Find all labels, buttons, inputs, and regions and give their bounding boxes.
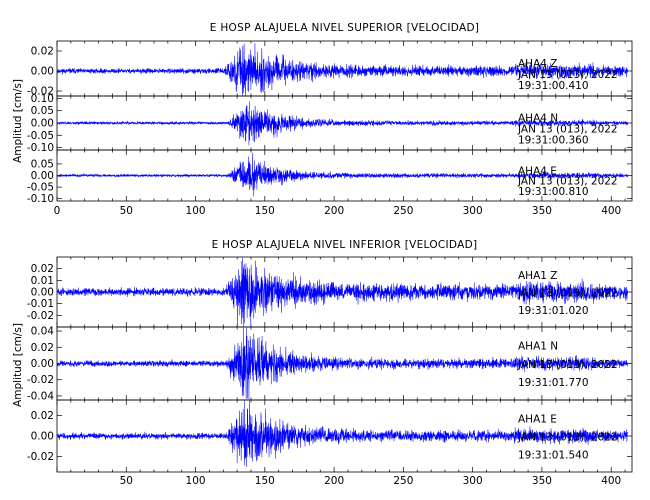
y-tick-label: -0.02 [27,451,54,463]
time-label: 19:31:00.810 [518,186,589,198]
y-tick-label: 0.05 [31,105,54,117]
y-tick-label: 0.02 [31,263,54,275]
station-component-label: AHA1 Z [518,270,557,282]
waveform-trace [57,43,628,96]
time-label: 19:31:01.020 [518,305,589,317]
y-tick-label: 0.00 [31,431,54,443]
chart-group-1: E HOSP ALAJUELA NIVEL SUPERIOR [VELOCIDA… [12,22,633,217]
y-axis-label: Amplitud [cm/s] [12,79,24,163]
y-tick-label: 0.04 [31,326,55,338]
station-component-label: AHA1 E [518,413,557,425]
panel-AHA1-N: 0.04 0.02 0.00 -0.02 -0.04 AHA1 N JAN 13 (013)… [27,326,633,402]
y-tick-label: 0.00 [31,358,54,370]
y-tick-label: -0.04 [27,390,54,402]
date-label: JAN 13 (013), 2022 [517,287,618,299]
station-component-label: AHA4 E [518,165,557,177]
y-tick-label: 0.00 [31,118,54,130]
y-tick-label: -0.02 [27,310,54,322]
x-tick-label: 250 [393,475,413,487]
waveform-trace [57,101,628,146]
waveform-trace [57,152,628,197]
x-tick-label: 300 [463,475,483,487]
date-label: JAN 13 (013), 2022 [517,176,618,188]
y-tick-label: 0.02 [31,46,54,58]
x-tick-label: 200 [324,205,344,217]
x-tick-label: 100 [186,475,206,487]
y-tick-label: -0.10 [27,142,54,154]
station-component-label: AHA4 Z [518,58,557,70]
chart-title: E HOSP ALAJUELA NIVEL INFERIOR [VELOCIDA… [212,239,478,251]
time-label: 19:31:00.410 [518,80,589,92]
y-tick-label: -0.10 [27,193,54,205]
date-label: JAN 13 (013), 2022 [517,431,618,443]
y-tick-label: 0.05 [31,158,54,170]
time-label: 19:31:00.360 [518,134,589,146]
y-tick-label: 0.00 [31,170,54,182]
x-tick-label: 350 [532,475,552,487]
date-label: JAN 13 (013), 2022 [517,359,618,371]
time-label: 19:31:01.770 [518,377,589,389]
x-tick-label: 50 [120,205,133,217]
y-tick-label: -0.05 [27,182,54,194]
y-axis-label: Amplitud [cm/s] [12,323,24,407]
y-tick-label: 0.02 [31,410,54,422]
x-tick-label: 400 [601,475,621,487]
station-component-label: AHA1 N [518,341,558,353]
x-tick-label: 150 [255,205,275,217]
x-tick-label: 350 [532,205,552,217]
x-tick-label: 250 [393,205,413,217]
y-tick-label: 0.10 [31,93,54,105]
waveform-trace [57,400,628,467]
chart-group-2: E HOSP ALAJUELA NIVEL INFERIOR [VELOCIDA… [12,239,633,487]
x-tick-label: 0 [54,205,61,217]
time-label: 19:31:01.540 [518,449,589,461]
y-tick-label: -0.02 [27,374,54,386]
station-component-label: AHA4 N [518,113,558,125]
x-tick-label: 300 [463,205,483,217]
y-tick-label: 0.02 [31,342,54,354]
date-label: JAN 13 (013), 2022 [517,69,618,81]
x-tick-label: 400 [601,205,621,217]
waveform-trace [57,327,628,400]
y-tick-label: -0.05 [27,130,54,142]
y-tick-label: -0.01 [27,298,54,310]
date-label: JAN 13 (013), 2022 [517,123,618,135]
y-tick-label: 0.00 [31,287,54,299]
x-tick-label: 200 [324,475,344,487]
x-tick-label: 50 [120,475,133,487]
panel-AHA1-Z: 0.020.010.00-0.01-0.02 AHA1 Z JAN 13 (013)… [27,256,633,328]
y-tick-label: 0.00 [31,66,54,78]
chart-title: E HOSP ALAJUELA NIVEL SUPERIOR [VELOCIDA… [210,22,479,34]
y-tick-label: 0.01 [31,275,54,287]
x-tick-label: 150 [255,475,275,487]
x-tick-label: 100 [186,205,206,217]
y-tick-label: -0.02 [27,86,54,98]
waveform-trace [57,257,628,327]
panel-AHA1-E: 0.02 0.00 -0.02 AHA1 E JAN 13 (013), 2022 19:… [27,399,633,473]
